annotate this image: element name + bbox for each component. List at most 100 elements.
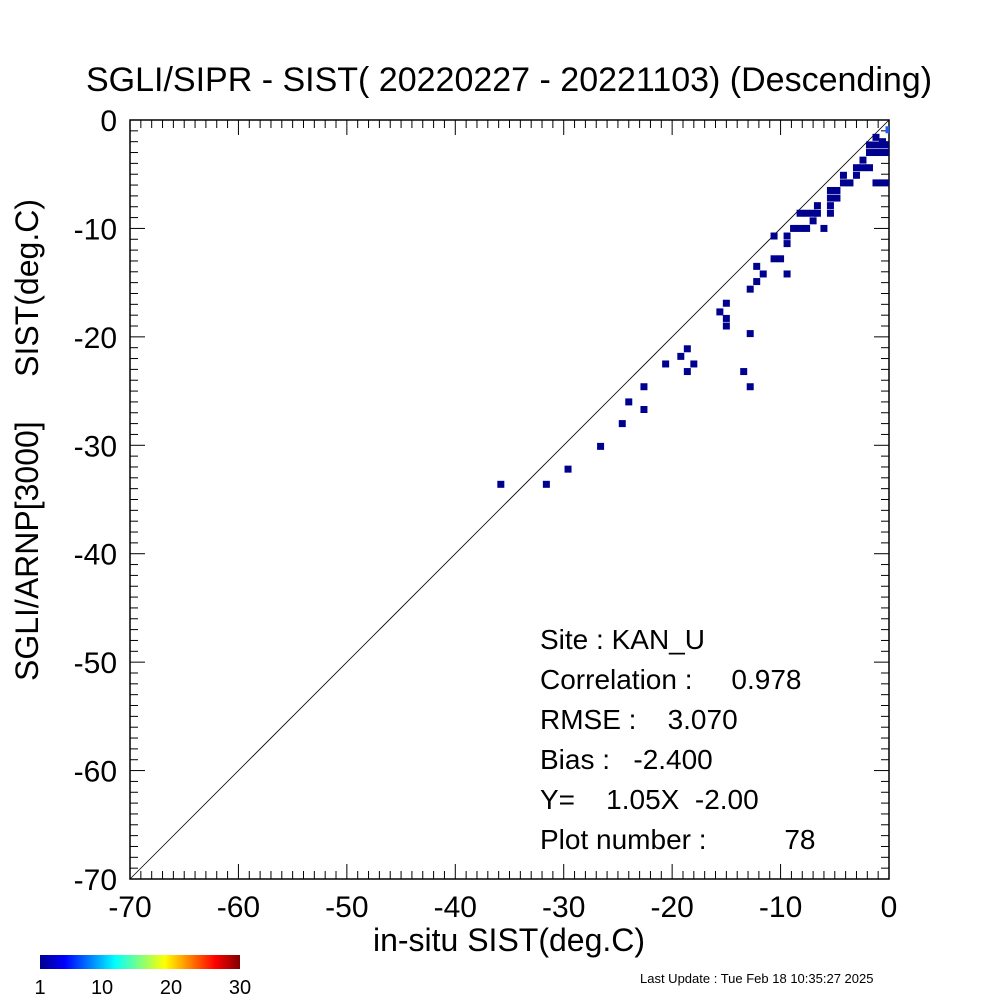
data-point <box>677 352 685 360</box>
data-point <box>796 209 804 217</box>
x-tick-label: -60 <box>217 891 260 924</box>
y-tick-label: -20 <box>74 322 117 355</box>
data-point <box>865 164 873 172</box>
data-point <box>865 149 873 157</box>
x-tick-label: -20 <box>650 891 693 924</box>
x-axis-label: in-situ SIST(deg.C) <box>373 922 645 958</box>
stats-line: RMSE : 3.070 <box>540 704 738 735</box>
y-tick-labels: 0 -10 -20 -30 -40 -50 -60 -70 <box>74 105 117 897</box>
data-point <box>878 149 886 157</box>
y-axis-label: SGLI/ARNP[3000] SIST(deg.C) <box>9 199 45 681</box>
data-point <box>746 285 754 293</box>
data-point <box>683 345 691 353</box>
stats-line: Bias : -2.400 <box>540 744 713 775</box>
data-point <box>813 202 821 210</box>
data-point <box>597 442 605 450</box>
data-point <box>826 202 834 210</box>
identity-line <box>129 119 890 880</box>
data-point <box>759 270 767 278</box>
data-point <box>885 141 889 149</box>
data-point <box>770 232 778 240</box>
data-point <box>872 141 880 149</box>
data-point <box>833 186 841 194</box>
data-point <box>839 171 847 179</box>
data-point <box>783 232 791 240</box>
x-tick-label: -50 <box>325 891 368 924</box>
data-point <box>746 383 754 391</box>
y-tick-label: -10 <box>74 213 117 246</box>
colorbar-label: 30 <box>229 977 251 999</box>
data-point <box>859 164 867 172</box>
data-point <box>625 398 633 406</box>
data-point <box>740 368 748 376</box>
data-point <box>640 383 648 391</box>
data-point <box>790 224 798 232</box>
data-point <box>803 209 811 217</box>
data-point <box>777 255 785 263</box>
data-point <box>872 149 880 157</box>
data-point <box>833 194 841 202</box>
data-point <box>783 270 791 278</box>
data-point <box>885 149 889 157</box>
data-point <box>826 186 834 194</box>
data-point <box>640 406 648 414</box>
colorbar-label: 20 <box>160 977 182 999</box>
data-point <box>722 314 730 322</box>
y-tick-label: -40 <box>74 539 117 572</box>
x-tick-labels: -70 -60 -50 -40 -30 -20 -10 0 <box>108 891 897 924</box>
data-point <box>846 179 854 187</box>
stats-line: Y= 1.05X -2.00 <box>540 784 759 815</box>
data-point <box>796 224 804 232</box>
data-point <box>820 224 828 232</box>
x-tick-label: -70 <box>108 891 151 924</box>
last-update-text: Last Update : Tue Feb 18 10:35:27 2025 <box>640 971 873 986</box>
data-point <box>722 322 730 330</box>
stats-line: Site : KAN_U <box>540 624 705 655</box>
data-point <box>746 330 754 338</box>
data-point <box>872 133 880 141</box>
data-points <box>497 126 889 488</box>
x-tick-label: -10 <box>759 891 802 924</box>
chart-title: SGLI/SIPR - SIST( 20220227 - 20221103) (… <box>86 61 932 99</box>
y-tick-label: -60 <box>74 756 117 789</box>
colorbar-labels: 1 10 20 30 <box>34 977 251 999</box>
data-point <box>690 360 698 368</box>
y-tick-label: -50 <box>74 647 117 680</box>
stats-line: Plot number : 78 <box>540 824 815 855</box>
data-point <box>564 465 572 473</box>
data-point <box>809 209 817 217</box>
data-point <box>716 308 724 316</box>
y-tick-label: -30 <box>74 430 117 463</box>
data-point <box>885 179 889 187</box>
data-point <box>878 138 886 146</box>
data-point <box>826 194 834 202</box>
data-point <box>770 255 778 263</box>
data-point <box>878 179 886 187</box>
data-point <box>753 262 761 270</box>
data-point <box>683 368 691 376</box>
data-point <box>852 171 860 179</box>
data-point <box>542 480 550 488</box>
data-point <box>852 164 860 172</box>
data-point <box>722 299 730 307</box>
colorbar-label: 1 <box>34 977 45 999</box>
stats-annotations: Site : KAN_U Correlation : 0.978 RMSE : 3.… <box>540 624 815 855</box>
data-point <box>839 179 847 187</box>
data-point <box>872 179 880 187</box>
data-point <box>618 420 626 428</box>
colorbar <box>40 955 240 969</box>
data-point <box>783 240 791 248</box>
data-point <box>809 217 817 225</box>
y-tick-label: -70 <box>74 864 117 897</box>
data-point <box>497 480 505 488</box>
data-point <box>859 156 867 164</box>
data-point <box>803 224 811 232</box>
x-tick-label: -30 <box>542 891 585 924</box>
data-point <box>753 278 761 286</box>
x-tick-label: 0 <box>881 891 898 924</box>
data-point <box>865 141 873 149</box>
stats-line: Correlation : 0.978 <box>540 664 801 695</box>
x-tick-label: -40 <box>434 891 477 924</box>
